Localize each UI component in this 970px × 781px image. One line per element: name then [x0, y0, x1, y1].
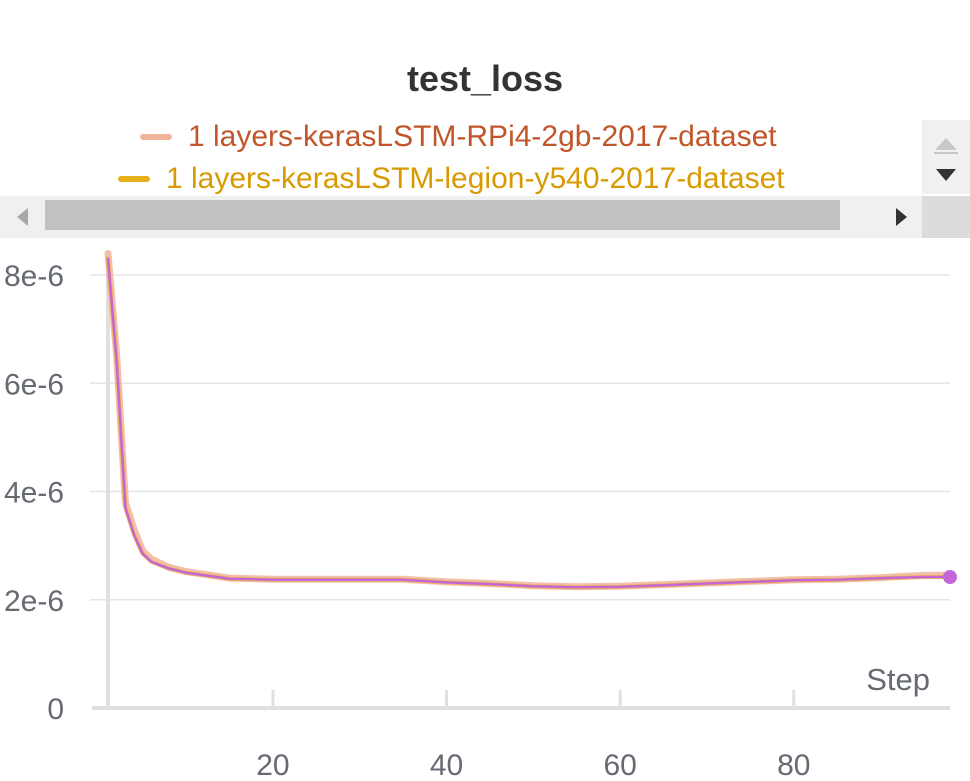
- y-tick-label: 0: [47, 693, 64, 726]
- tick-labels: 0 2e-6 4e-6 6e-6 8e-6 20 40 60 80: [4, 260, 810, 781]
- scroll-up-button[interactable]: [922, 128, 970, 158]
- axes: [92, 266, 950, 710]
- x-axis-label: Step: [866, 662, 930, 697]
- legend-swatch-legion: [118, 176, 150, 182]
- series-end-point: [943, 570, 957, 585]
- x-tick-label: 60: [603, 749, 636, 781]
- triangle-right-icon: [896, 208, 907, 226]
- y-tick-label: 2e-6: [4, 585, 64, 618]
- x-tick-label: 40: [430, 749, 463, 781]
- scrollbar-thumb[interactable]: [45, 200, 840, 230]
- legend-item-rpi4[interactable]: 1 layers-kerasLSTM-RPi4-2gb-2017-dataset: [140, 120, 777, 154]
- scrollbar-corner: [922, 196, 970, 238]
- x-tick-label: 20: [256, 749, 289, 781]
- x-tick-label: 80: [777, 749, 810, 781]
- legend-vertical-scrollbar[interactable]: [922, 120, 970, 194]
- y-tick-label: 8e-6: [4, 260, 64, 293]
- legend-swatch-rpi4: [140, 134, 172, 140]
- y-tick-label: 4e-6: [4, 477, 64, 510]
- triangle-up-icon: [934, 138, 958, 154]
- y-tick-label: 6e-6: [4, 368, 64, 401]
- series-line-3: [106, 257, 952, 589]
- series-line-2: [106, 256, 952, 590]
- legend: 1 layers-kerasLSTM-RPi4-2gb-2017-dataset…: [0, 120, 922, 194]
- triangle-left-icon: [17, 208, 28, 226]
- legend-label-legion: 1 layers-kerasLSTM-legion-y540-2017-data…: [166, 162, 785, 194]
- scroll-down-button[interactable]: [922, 160, 970, 190]
- grid-lines: [90, 274, 950, 601]
- series-line-1: [104, 249, 954, 591]
- legend-horizontal-scrollbar[interactable]: [0, 196, 970, 238]
- scroll-left-button[interactable]: [0, 196, 44, 238]
- chart-title: test_loss: [406, 58, 564, 99]
- legend-label-rpi4: 1 layers-kerasLSTM-RPi4-2gb-2017-dataset: [188, 120, 777, 153]
- legend-item-legion[interactable]: 1 layers-kerasLSTM-legion-y540-2017-data…: [118, 162, 785, 194]
- series-lines: [104, 249, 957, 591]
- scroll-right-button[interactable]: [880, 196, 924, 238]
- triangle-down-icon: [936, 169, 956, 181]
